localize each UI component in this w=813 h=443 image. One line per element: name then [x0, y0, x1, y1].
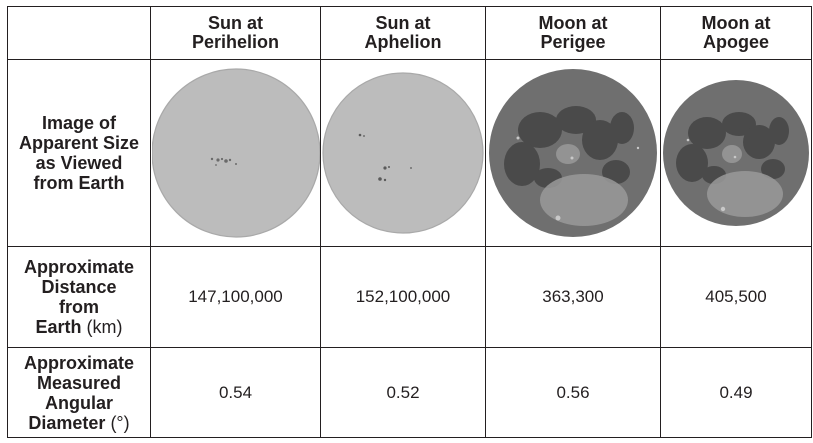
sun-disc-icon — [151, 68, 320, 238]
unit-label: (°) — [110, 412, 130, 433]
row-header-apparent-size: Image of Apparent Size as Viewed from Ea… — [7, 59, 151, 247]
moon-apogee-image — [661, 60, 811, 246]
angular-sun-perihelion: 0.54 — [150, 347, 321, 438]
moon-disc-icon — [663, 80, 809, 226]
distance-row: Approximate Distance from Earth (km) 147… — [7, 246, 812, 348]
row-header-distance: Approximate Distance from Earth (km) — [7, 246, 151, 348]
apparent-size-row: Image of Apparent Size as Viewed from Ea… — [7, 59, 812, 247]
distance-sun-aphelion: 152,100,000 — [320, 246, 486, 348]
row-header-angular-diameter: Approximate Measured Angular Diameter (°… — [7, 347, 151, 438]
sun-disc-icon — [322, 72, 484, 234]
column-header-sun-perihelion: Sun at Perihelion — [150, 6, 321, 60]
moon-perigee-image — [486, 60, 660, 246]
image-cell-sun-perihelion — [150, 59, 321, 247]
corner-cell — [7, 6, 151, 60]
comparison-table: Sun at Perihelion Sun at Aphelion Moon a… — [7, 6, 812, 438]
image-cell-moon-perigee — [485, 59, 661, 247]
distance-sun-perihelion: 147,100,000 — [150, 246, 321, 348]
moon-disc-icon — [489, 69, 657, 237]
image-cell-sun-aphelion — [320, 59, 486, 247]
column-header-moon-perigee: Moon at Perigee — [485, 6, 661, 60]
angular-sun-aphelion: 0.52 — [320, 347, 486, 438]
sun-aphelion-image — [321, 60, 485, 246]
angular-diameter-row: Approximate Measured Angular Diameter (°… — [7, 347, 812, 438]
column-header-moon-apogee: Moon at Apogee — [660, 6, 812, 60]
distance-moon-apogee: 405,500 — [660, 246, 812, 348]
unit-label: (km) — [86, 317, 123, 337]
angular-moon-apogee: 0.49 — [660, 347, 812, 438]
header-row: Sun at Perihelion Sun at Aphelion Moon a… — [7, 6, 812, 60]
distance-moon-perigee: 363,300 — [485, 246, 661, 348]
sun-perihelion-image — [151, 60, 320, 246]
image-cell-moon-apogee — [660, 59, 812, 247]
angular-moon-perigee: 0.56 — [485, 347, 661, 438]
column-header-sun-aphelion: Sun at Aphelion — [320, 6, 486, 60]
